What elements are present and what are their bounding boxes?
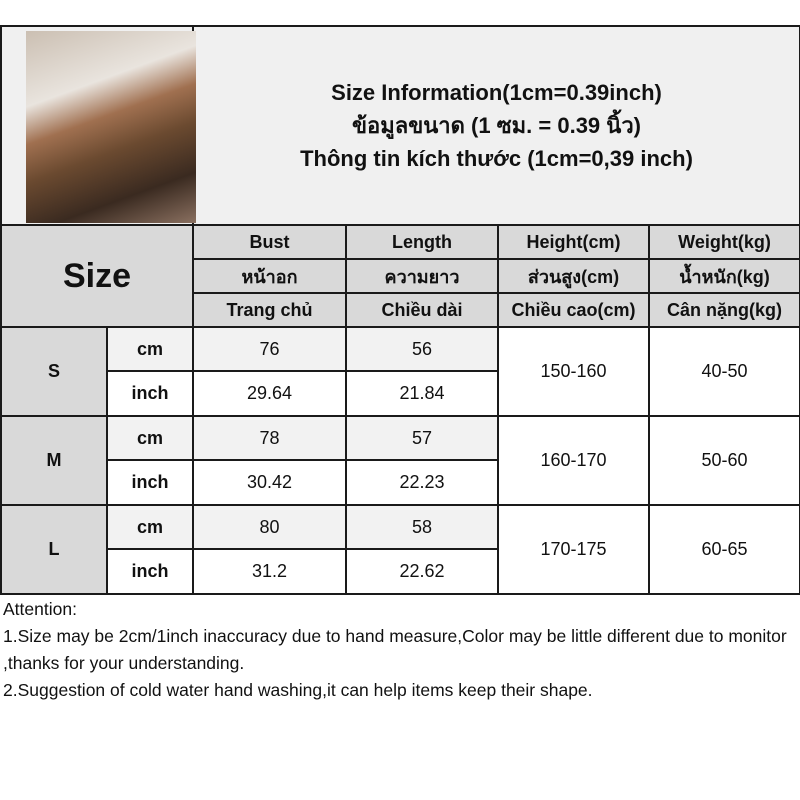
bust-inch: 29.64 (192, 370, 347, 417)
note-1: 1.Size may be 2cm/1inch inaccuracy due t… (3, 626, 787, 673)
length-inch: 22.23 (345, 459, 499, 506)
weight-range: 40-50 (648, 326, 800, 417)
table-row: inch 30.42 22.23 (1, 459, 800, 506)
weight-range: 50-60 (648, 415, 800, 506)
header-height-vi: Chiều cao(cm) (497, 292, 650, 328)
unit-label: inch (106, 548, 194, 595)
notes: Attention: 1.Size may be 2cm/1inch inacc… (0, 596, 795, 704)
product-photo (26, 30, 196, 223)
note-2: 2.Suggestion of cold water hand washing,… (3, 680, 593, 700)
header-weight-vi: Cân nặng(kg) (648, 292, 800, 328)
title-cell: Size Information(1cm=0.39inch) ข้อมูลขนา… (192, 25, 800, 226)
length-inch: 21.84 (345, 370, 499, 417)
header-bust-th: หน้าอก (192, 258, 347, 294)
size-label: L (0, 504, 108, 595)
bust-cm: 78 (192, 415, 347, 461)
size-table: Size Information(1cm=0.39inch) ข้อมูลขนา… (0, 25, 800, 595)
size-label: M (0, 415, 108, 506)
bust-cm: 76 (192, 326, 347, 372)
notes-heading: Attention: (3, 599, 77, 619)
unit-label: cm (106, 326, 194, 372)
size-chart: Size Information(1cm=0.39inch) ข้อมูลขนา… (0, 25, 800, 595)
weight-range: 60-65 (648, 504, 800, 595)
size-label: S (0, 326, 108, 417)
title-th: ข้อมูลขนาด (1 ซม. = 0.39 นิ้ว) (351, 113, 641, 138)
table-row: M cm 78 57 160-170 50-60 (0, 415, 800, 506)
unit-label: cm (106, 415, 194, 461)
table-row: S cm 76 56 150-160 40-50 (0, 326, 800, 417)
title-vi: Thông tin kích thước (1cm=0,39 inch) (300, 146, 693, 171)
title-en: Size Information(1cm=0.39inch) (331, 80, 662, 105)
unit-label: inch (106, 370, 194, 417)
height-range: 170-175 (497, 504, 650, 595)
length-cm: 57 (345, 415, 499, 461)
height-range: 150-160 (497, 326, 650, 417)
bust-inch: 31.2 (192, 548, 347, 595)
length-inch: 22.62 (345, 548, 499, 595)
header-length-vi: Chiều dài (345, 292, 499, 328)
length-cm: 56 (345, 326, 499, 372)
bust-inch: 30.42 (192, 459, 347, 506)
header-height-en: Height(cm) (497, 224, 650, 260)
table-row: L cm 80 58 170-175 60-65 (0, 504, 800, 595)
table-row: inch 29.64 21.84 (1, 370, 800, 417)
header-weight-th: น้ำหนัก(kg) (648, 258, 800, 294)
product-photo-cell (0, 25, 196, 226)
height-range: 160-170 (497, 415, 650, 506)
header-length-th: ความยาว (345, 258, 499, 294)
unit-label: inch (106, 459, 194, 506)
unit-label: cm (106, 504, 194, 550)
size-header: Size (0, 224, 194, 328)
header-bust-en: Bust (192, 224, 347, 260)
length-cm: 58 (345, 504, 499, 550)
table-row: inch 31.2 22.62 (1, 548, 800, 595)
header-length-en: Length (345, 224, 499, 260)
header-bust-vi: Trang chủ (192, 292, 347, 328)
header-weight-en: Weight(kg) (648, 224, 800, 260)
bust-cm: 80 (192, 504, 347, 550)
header-height-th: ส่วนสูง(cm) (497, 258, 650, 294)
